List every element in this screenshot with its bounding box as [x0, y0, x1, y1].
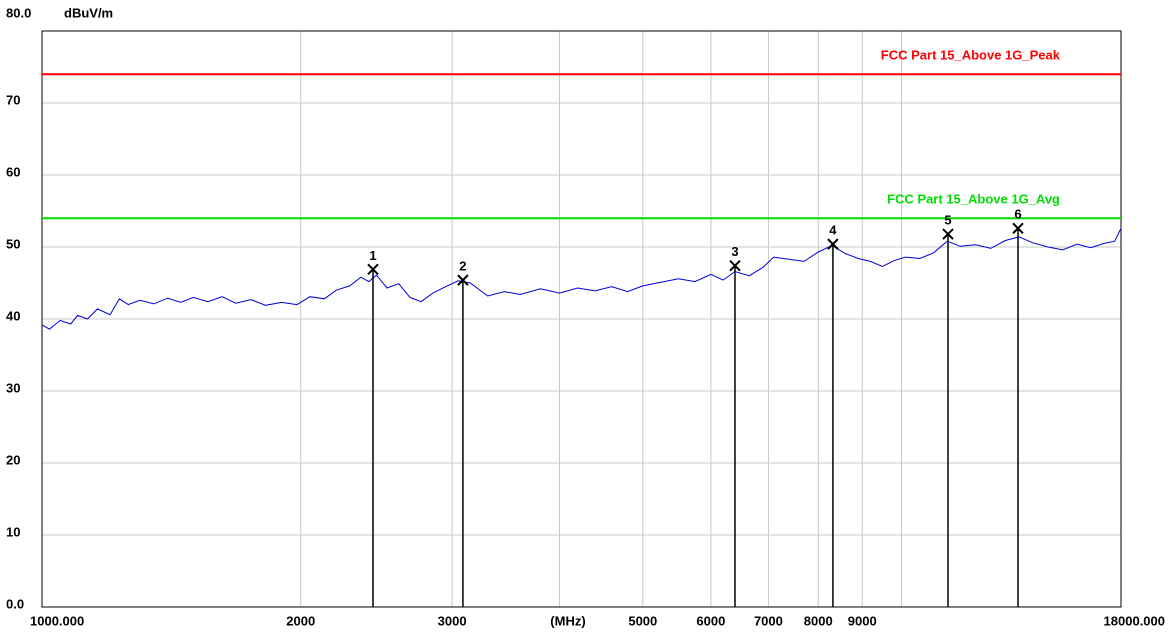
y-tick-label: 60	[6, 164, 20, 179]
y-tick-label: 20	[6, 452, 20, 467]
y-tick-label: 10	[6, 524, 20, 539]
marker-cross	[457, 274, 469, 286]
x-tick-label: 18000.000	[1104, 613, 1165, 628]
marker-cross	[942, 228, 954, 240]
x-tick-label: 6000	[696, 613, 725, 628]
y-tick-label: 50	[6, 236, 20, 251]
marker-label: 2	[459, 259, 466, 274]
x-axis-label: (MHz)	[550, 613, 585, 628]
x-tick-label: 9000	[848, 613, 877, 628]
x-tick-label: 8000	[804, 613, 833, 628]
x-tick-label: 1000.000	[30, 613, 84, 628]
x-tick-label: 2000	[286, 613, 315, 628]
marker-label: 6	[1014, 207, 1021, 222]
y-tick-label: 40	[6, 308, 20, 323]
marker-cross	[367, 263, 379, 276]
y-tick-label: 30	[6, 380, 20, 395]
limit-label: FCC Part 15_Above 1G_Avg	[887, 192, 1060, 207]
y-tick-label: 70	[6, 92, 20, 107]
marker-label: 1	[369, 248, 376, 263]
x-tick-label: 5000	[628, 613, 657, 628]
x-tick-label: 7000	[754, 613, 783, 628]
marker-cross	[827, 238, 839, 250]
y-tick-label: 80.0	[6, 5, 31, 20]
x-tick-label: 3000	[438, 613, 467, 628]
trace	[41, 228, 1122, 330]
marker-cross	[729, 260, 741, 272]
marker-label: 5	[944, 212, 951, 227]
limit-label: FCC Part 15_Above 1G_Peak	[881, 48, 1061, 63]
marker-label: 3	[731, 244, 738, 259]
y-unit: dBuV/m	[64, 5, 113, 20]
plot-frame	[41, 30, 1122, 608]
y-tick-label: 0.0	[6, 596, 24, 611]
marker-label: 4	[829, 223, 837, 238]
marker-cross	[1012, 222, 1024, 234]
